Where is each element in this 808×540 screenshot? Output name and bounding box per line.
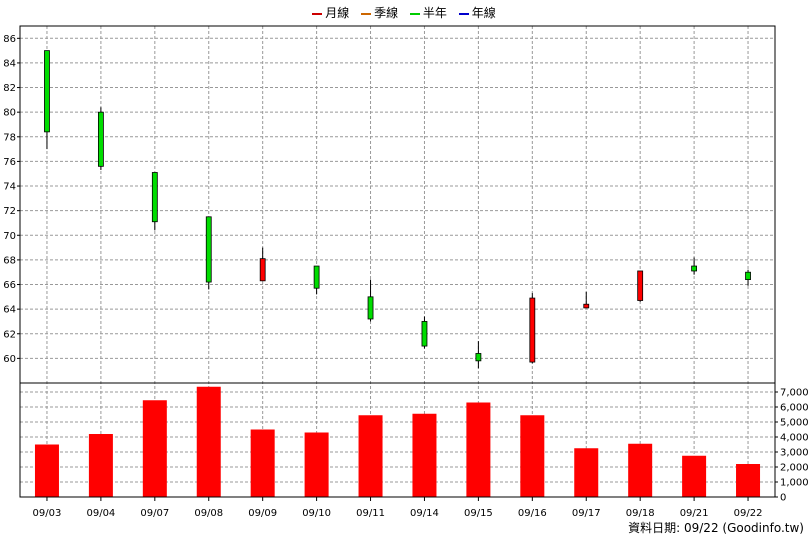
x-tick-label: 09/14: [410, 508, 439, 519]
price-tick-label: 86: [3, 34, 16, 45]
price-tick-label: 64: [3, 305, 16, 316]
x-tick-label: 09/10: [302, 508, 331, 519]
volume-bar: [574, 448, 599, 497]
legend-swatch-halfyear: [409, 12, 420, 15]
x-tick-label: 09/22: [734, 508, 763, 519]
price-tick-label: 68: [3, 255, 16, 266]
price-tick-label: 70: [3, 231, 16, 242]
candle-body: [745, 271, 751, 280]
volume-bar: [34, 444, 59, 497]
volume-tick-label: 3,000: [780, 448, 808, 459]
x-tick-label: 09/15: [464, 508, 493, 519]
legend-swatch-yearly: [458, 12, 469, 15]
volume-tick-label: 6,000: [780, 403, 808, 414]
volume-tick-label: 7,000: [780, 388, 808, 399]
x-tick-label: 09/11: [356, 508, 385, 519]
price-tick-label: 82: [3, 83, 16, 94]
candle-body: [637, 270, 644, 301]
x-tick-label: 09/03: [33, 508, 62, 519]
volume-bar: [520, 415, 545, 497]
volume-bar: [412, 413, 437, 497]
volume-tick-label: 0: [780, 493, 786, 504]
candle-body: [97, 111, 104, 167]
legend: 月線 季線 半年 年線: [0, 4, 808, 21]
volume-bar: [466, 402, 491, 497]
candle-body: [691, 265, 698, 272]
legend-item-quarterly: 季線: [361, 4, 398, 21]
legend-item-yearly: 年線: [458, 4, 496, 21]
price-tick-label: 60: [3, 354, 16, 365]
legend-label-yearly: 年線: [471, 6, 496, 20]
candle-body: [44, 50, 50, 133]
x-tick-label: 09/07: [140, 508, 169, 519]
candle-body: [205, 216, 212, 283]
legend-item-monthly: 月線: [312, 4, 349, 21]
legend-swatch-quarterly: [361, 12, 372, 15]
candle-body: [367, 296, 374, 320]
volume-bar: [628, 443, 653, 497]
candle-body: [259, 258, 266, 282]
x-tick-label: 09/17: [572, 508, 601, 519]
x-tick-label: 09/09: [248, 508, 277, 519]
price-tick-label: 84: [3, 58, 16, 69]
candle-body: [313, 265, 320, 289]
candle-body: [421, 321, 428, 347]
candle-body: [475, 353, 482, 362]
legend-label-quarterly: 季線: [374, 6, 399, 20]
price-tick-label: 80: [3, 108, 16, 119]
data-date-footer: 資料日期: 09/22 (Goodinfo.tw): [628, 521, 804, 535]
candle-body: [529, 297, 536, 363]
plot-background: [20, 26, 775, 497]
legend-item-halfyear: 半年: [409, 4, 447, 21]
volume-bar: [682, 455, 707, 497]
price-tick-label: 76: [3, 157, 16, 168]
volume-bar: [304, 432, 329, 497]
volume-bar: [196, 386, 221, 497]
price-tick-label: 78: [3, 132, 16, 143]
volume-tick-label: 1,000: [780, 478, 808, 489]
volume-bar: [736, 464, 761, 497]
price-tick-label: 62: [3, 329, 16, 340]
x-tick-label: 09/21: [680, 508, 709, 519]
price-tick-label: 74: [3, 182, 16, 193]
volume-bar: [250, 429, 275, 497]
legend-swatch-monthly: [312, 12, 323, 15]
plot-frame: [19, 25, 776, 498]
x-tick-label: 09/08: [194, 508, 223, 519]
x-tick-label: 09/18: [626, 508, 655, 519]
volume-bar: [142, 400, 167, 497]
candle-body: [151, 172, 158, 223]
price-tick-label: 72: [3, 206, 16, 217]
volume-tick-label: 2,000: [780, 463, 808, 474]
volume-bar: [358, 415, 383, 497]
legend-label-halfyear: 半年: [422, 6, 447, 20]
x-tick-label: 09/04: [86, 508, 115, 519]
volume-tick-label: 4,000: [780, 433, 808, 444]
x-tick-label: 09/16: [518, 508, 547, 519]
candle-body: [583, 303, 590, 309]
volume-tick-label: 5,000: [780, 418, 808, 429]
legend-label-monthly: 月線: [325, 6, 350, 20]
volume-bar: [88, 434, 113, 497]
price-tick-label: 66: [3, 280, 16, 291]
